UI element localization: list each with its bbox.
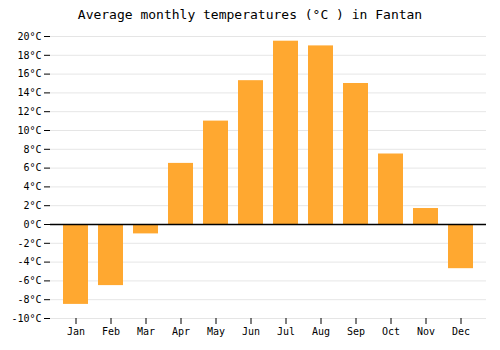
- svg-text:Mar: Mar: [137, 326, 155, 337]
- svg-text:10°C: 10°C: [17, 125, 41, 136]
- svg-text:Jul: Jul: [277, 326, 295, 337]
- svg-text:14°C: 14°C: [17, 87, 41, 98]
- svg-text:8°C: 8°C: [23, 144, 41, 155]
- svg-text:Jan: Jan: [67, 326, 85, 337]
- svg-text:May: May: [207, 326, 225, 337]
- svg-text:-4°C: -4°C: [17, 256, 41, 267]
- svg-text:Dec: Dec: [452, 326, 470, 337]
- svg-text:Apr: Apr: [172, 326, 190, 337]
- svg-text:2°C: 2°C: [23, 200, 41, 211]
- svg-text:Jun: Jun: [242, 326, 260, 337]
- svg-text:4°C: 4°C: [23, 181, 41, 192]
- html-text:Average monthly temperatures (: Average monthly temperatures (°C ) in Fa…: [77, 7, 423, 22]
- svg-text:0°C: 0°C: [23, 219, 41, 230]
- svg-text:-8°C: -8°C: [17, 294, 41, 305]
- svg-text:-10°C: -10°C: [11, 313, 41, 324]
- svg-text:Aug: Aug: [312, 326, 330, 337]
- svg-text:Oct: Oct: [382, 326, 400, 337]
- svg-text:20°C: 20°C: [17, 31, 41, 42]
- svg-text:Nov: Nov: [417, 326, 435, 337]
- svg-text:16°C: 16°C: [17, 68, 41, 79]
- svg-text:Feb: Feb: [102, 326, 120, 337]
- svg-text:-2°C: -2°C: [17, 238, 41, 249]
- svg-text:12°C: 12°C: [17, 106, 41, 117]
- svg-text:18°C: 18°C: [17, 50, 41, 61]
- svg-text:6°C: 6°C: [23, 162, 41, 173]
- svg-text:Sep: Sep: [347, 326, 365, 337]
- svg-text:-6°C: -6°C: [17, 275, 41, 286]
